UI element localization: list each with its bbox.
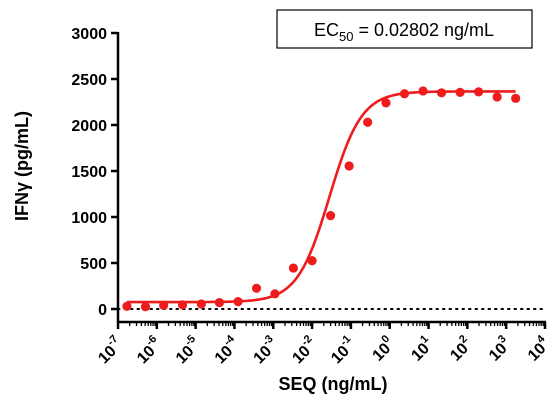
x-tick-label-base: 10: [95, 343, 120, 368]
x-tick-label-base: 10: [408, 340, 433, 365]
x-tick-label-1e-4: 10-4: [209, 332, 244, 367]
fit-curve: [126, 90, 516, 304]
data-point: [270, 289, 280, 299]
data-point: [344, 161, 354, 171]
y-tick-label-2000: 2000: [71, 118, 107, 135]
x-tick-label-base: 10: [212, 343, 237, 368]
points-layer: [122, 86, 521, 312]
data-point: [381, 98, 391, 108]
y-tick-label-0: 0: [98, 302, 107, 319]
x-tick-label-1e2: 102: [444, 333, 476, 365]
fit-layer: [126, 90, 516, 304]
data-point: [455, 87, 465, 97]
x-tick-label-1e-5: 10-5: [170, 333, 204, 367]
x-tick-label-base: 10: [328, 343, 353, 368]
ec50-prefix: EC: [314, 20, 339, 40]
data-point: [307, 256, 317, 266]
data-point: [363, 117, 373, 127]
x-tick-label-base: 10: [525, 340, 550, 365]
ec50-suffix: = 0.02802 ng/mL: [353, 20, 494, 40]
x-tick-label-1e-6: 10-6: [131, 333, 165, 367]
data-point: [122, 301, 132, 311]
data-point: [159, 300, 169, 310]
labels-layer: 0 500 1000 1500 2000 2500 3000 10-710-610-510-4…: [71, 26, 554, 367]
data-point: [399, 89, 410, 99]
data-point: [140, 302, 151, 312]
data-point: [511, 93, 521, 103]
data-point: [196, 299, 206, 309]
data-point: [251, 283, 262, 293]
data-point: [436, 88, 447, 98]
y-tick-label-500: 500: [80, 256, 107, 273]
y-axis-title: IFNγ (pg/mL): [12, 111, 32, 221]
x-tick-label-1e3: 103: [483, 333, 515, 365]
data-point: [177, 300, 188, 310]
ec50-annotation: EC50 = 0.02802 ng/mL: [276, 9, 533, 49]
x-tick-label-base: 10: [486, 340, 511, 365]
x-tick-label-1e-2: 10-2: [287, 333, 321, 367]
y-tick-label-1000: 1000: [71, 210, 107, 227]
x-tick-label-base: 10: [251, 343, 276, 368]
y-tick-label-3000: 3000: [71, 26, 107, 43]
data-point: [474, 87, 484, 97]
data-point: [492, 92, 502, 102]
x-tick-label-base: 10: [447, 340, 472, 365]
x-tick-label-base: 10: [173, 343, 198, 368]
x-tick-label-base: 10: [289, 343, 314, 368]
x-tick-label-1e0: 100: [367, 333, 399, 365]
ec50-annotation-text: EC50 = 0.02802 ng/mL: [314, 20, 494, 44]
ec50-subscript: 50: [339, 29, 353, 44]
x-tick-label-1e-3: 10-3: [248, 333, 282, 367]
data-point: [288, 263, 299, 273]
x-tick-label-base: 10: [370, 340, 395, 365]
x-tick-label-1e4: 104: [522, 332, 554, 364]
axes-layer: [111, 31, 547, 329]
y-tick-label-1500: 1500: [71, 164, 107, 181]
x-tick-label-1e-7: 10-7: [92, 333, 126, 367]
y-tick-label-2500: 2500: [71, 72, 107, 89]
x-tick-label-base: 10: [134, 343, 159, 368]
x-tick-label-1e-1: 10-1: [325, 333, 359, 367]
data-point: [326, 211, 336, 221]
data-point: [418, 86, 428, 96]
x-axis-title: SEQ (ng/mL): [279, 374, 388, 394]
data-point: [233, 297, 243, 307]
x-tick-label-1e1: 101: [406, 333, 438, 365]
ec50-annotation-box: [276, 9, 533, 49]
data-point: [214, 297, 225, 308]
